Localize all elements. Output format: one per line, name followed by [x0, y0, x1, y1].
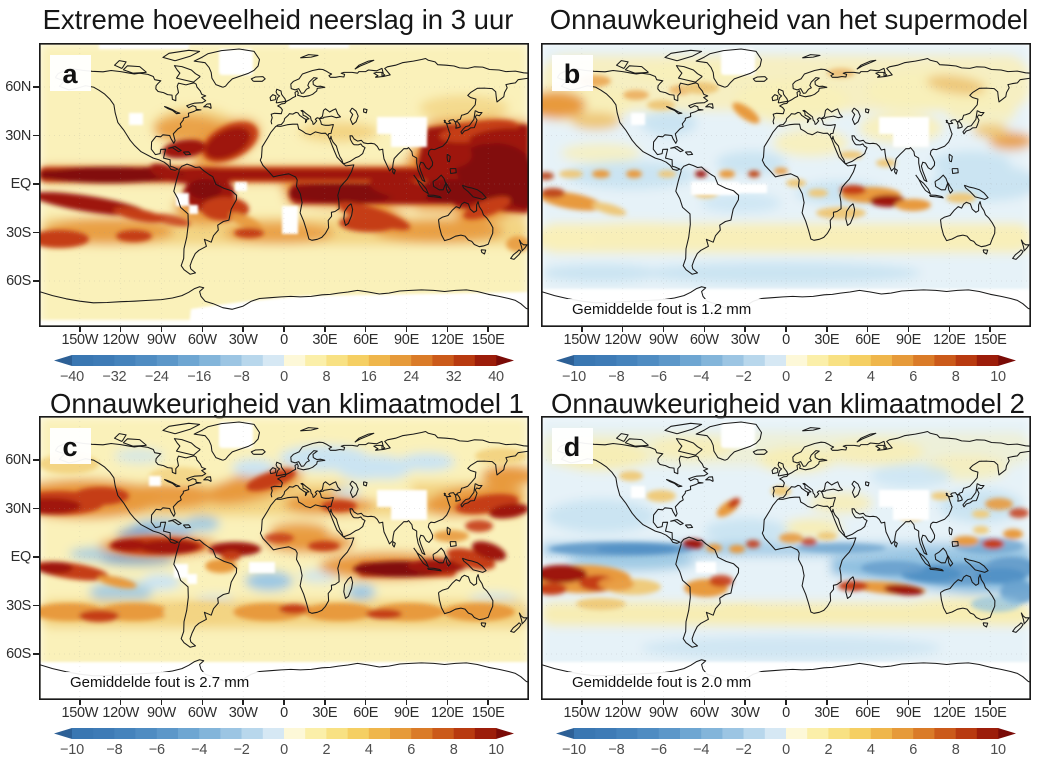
svg-text:Gemiddelde fout is 2.7 mm: Gemiddelde fout is 2.7 mm: [70, 674, 249, 691]
svg-text:c: c: [62, 432, 77, 462]
svg-text:b: b: [564, 59, 581, 89]
svg-text:d: d: [564, 432, 581, 462]
svg-text:Gemiddelde fout is 1.2 mm: Gemiddelde fout is 1.2 mm: [572, 301, 751, 318]
svg-text:Gemiddelde fout is 2.0 mm: Gemiddelde fout is 2.0 mm: [572, 674, 751, 691]
svg-text:a: a: [62, 59, 78, 89]
